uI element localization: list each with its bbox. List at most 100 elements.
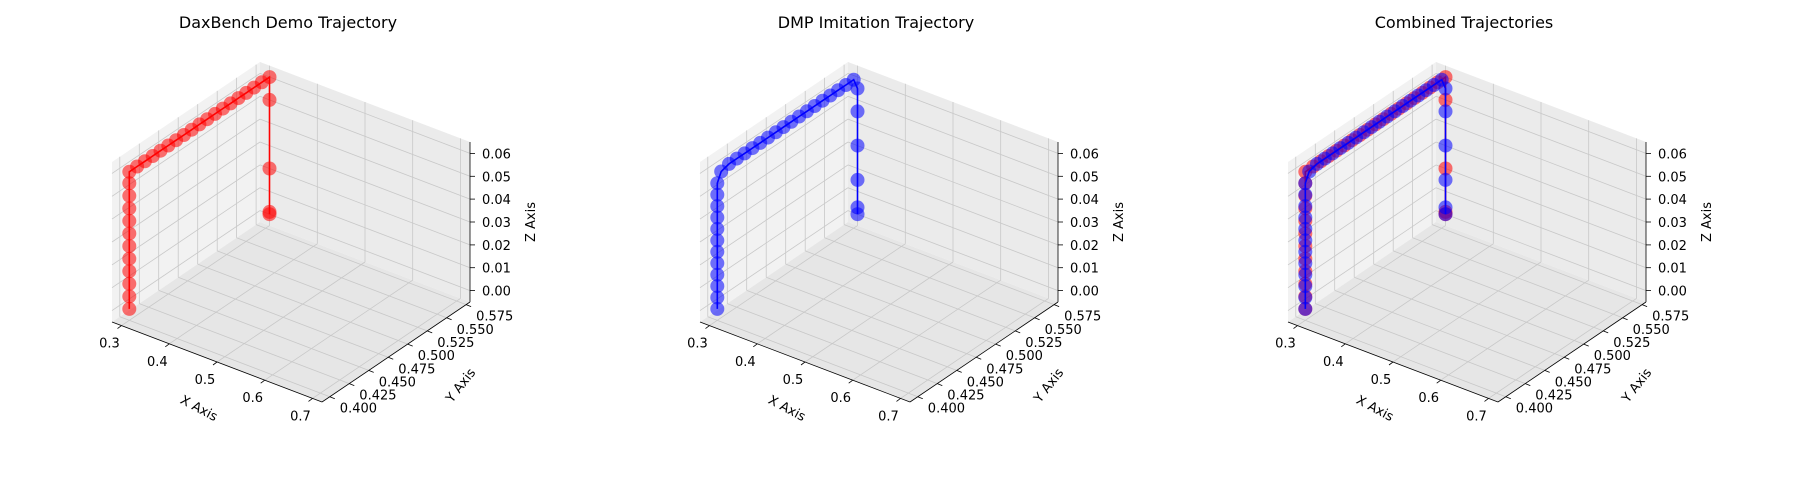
y-tick — [1622, 317, 1628, 321]
grid-line — [900, 298, 1049, 399]
y-tick-label: 0.475 — [986, 362, 1023, 377]
data-point-2-36 — [1438, 207, 1453, 222]
grid-line — [1431, 224, 1643, 305]
y-tick-label: 0.550 — [457, 323, 494, 338]
data-point-1-9 — [122, 201, 137, 216]
data-point-1-4 — [122, 264, 137, 279]
data-point-2-7 — [1298, 233, 1313, 248]
y-tick-label: 0.425 — [359, 389, 396, 404]
x-tick-label: 0.7 — [290, 409, 311, 424]
z-tick-label: 0.06 — [482, 147, 511, 162]
grid-line — [111, 210, 261, 311]
grid-line — [111, 118, 261, 220]
grid-line — [847, 210, 1059, 291]
grid-line — [139, 303, 350, 384]
x-axis-label: X Axis — [765, 393, 808, 425]
y-tick — [995, 343, 1001, 347]
x-tick — [212, 361, 218, 366]
grid-line — [804, 261, 954, 363]
z-tick-label: 0.05 — [1070, 170, 1099, 185]
grid-line — [847, 141, 1059, 223]
z-axis-label: Z Axis — [1700, 202, 1715, 242]
grid-line — [727, 303, 938, 384]
y-tick — [937, 383, 943, 386]
grid-line — [259, 141, 471, 223]
data-point-1-32 — [262, 161, 277, 176]
data-point-1-8 — [122, 213, 137, 228]
y-axis-label: Y Axis — [1619, 366, 1656, 407]
grid-line — [1287, 118, 1437, 220]
grid-line — [847, 95, 1059, 177]
y-tick — [956, 370, 962, 373]
y-tick-label: 0.400 — [928, 402, 965, 417]
y-tick-label: 0.525 — [437, 336, 474, 351]
grid-line — [197, 263, 408, 345]
z-tick-label: 0.01 — [1070, 262, 1099, 277]
y-tick — [976, 356, 982, 360]
x-tick — [753, 343, 758, 348]
data-point-1-31 — [262, 92, 277, 107]
x-tick — [1388, 361, 1394, 366]
grid-line — [1435, 210, 1647, 291]
z-tick-label: 0.06 — [1658, 147, 1687, 162]
chart-title: DMP Imitation Trajectory — [778, 13, 974, 32]
z-tick-label: 0.01 — [482, 262, 511, 277]
data-point-1-11 — [710, 187, 725, 202]
grid-line — [119, 316, 330, 398]
z-tick-label: 0.00 — [1658, 285, 1687, 300]
grid-line — [1354, 276, 1565, 358]
z-tick-label: 0.00 — [1070, 285, 1099, 300]
x-tick-label: 0.4 — [735, 355, 756, 370]
x-tick-label: 0.3 — [1275, 337, 1296, 352]
grid-line — [699, 164, 849, 266]
x-tick-label: 0.5 — [195, 373, 216, 388]
x-tick — [1293, 325, 1298, 329]
z-tick-label: 0.05 — [1658, 170, 1687, 185]
grid-line — [699, 95, 849, 197]
y-tick-label: 0.500 — [1594, 349, 1631, 364]
y-tick — [349, 383, 355, 386]
grid-line — [1392, 261, 1542, 363]
x-tick — [800, 361, 806, 366]
grid-line — [1297, 225, 1446, 326]
data-point-1-6 — [710, 244, 725, 259]
y-tick — [1034, 317, 1040, 321]
x-tick — [260, 379, 265, 384]
grid-line — [709, 225, 858, 326]
grid-line — [707, 316, 918, 398]
z-tick-label: 0.00 — [482, 285, 511, 300]
grid-line — [121, 225, 270, 326]
y-tick-label: 0.475 — [398, 362, 435, 377]
data-point-1-10 — [710, 199, 725, 214]
y-tick-label: 0.575 — [1064, 310, 1101, 325]
z-tick-label: 0.06 — [1070, 147, 1099, 162]
grid-line — [255, 224, 467, 305]
y-axis-line — [321, 301, 471, 403]
y-tick-label: 0.450 — [379, 375, 416, 390]
grid-line — [111, 95, 261, 197]
data-point-1-34 — [850, 172, 865, 187]
grid-line — [852, 279, 1001, 381]
grid-line — [805, 250, 1016, 332]
grid-line — [1287, 210, 1437, 311]
data-point-1-9 — [710, 210, 725, 225]
x-tick-label: 0.6 — [1418, 391, 1439, 406]
x-tick — [896, 398, 901, 402]
x-tick-label: 0.4 — [147, 355, 168, 370]
data-point-1-1 — [710, 301, 725, 316]
z-tick-label: 0.02 — [482, 239, 511, 254]
grid-line — [259, 95, 471, 177]
x-tick — [308, 398, 313, 402]
grid-line — [699, 210, 849, 311]
data-point-1-3 — [122, 276, 137, 291]
data-point-2-34 — [1438, 172, 1453, 187]
x-tick — [1341, 343, 1346, 348]
grid-line — [1295, 316, 1506, 398]
grid-line — [259, 73, 471, 154]
data-point-1-10 — [122, 188, 137, 203]
y-tick — [1015, 330, 1021, 334]
grid-line — [1435, 164, 1647, 246]
y-tick — [1053, 304, 1060, 307]
data-point-1-6 — [122, 239, 137, 254]
